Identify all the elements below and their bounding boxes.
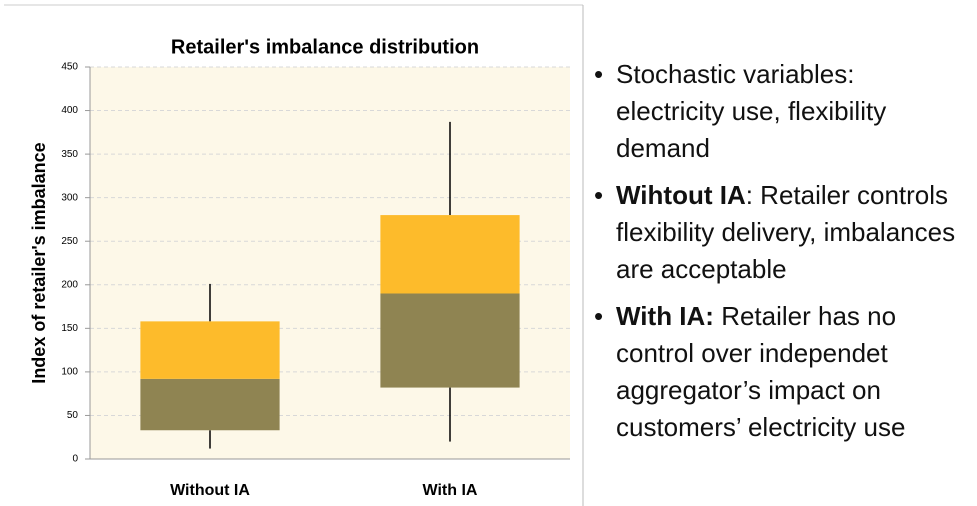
y-axis-label: Index of retailer's imbalance [29, 142, 49, 383]
y-tick-label: 450 [61, 62, 78, 73]
bullet: Wihtout IA: Retailer controls flexibilit… [592, 177, 970, 288]
bullet-list: Stochastic variables: electricity use, f… [592, 56, 970, 456]
box-lower [140, 378, 280, 431]
x-tick-label: Without IA [170, 482, 250, 499]
y-tick-label: 0 [72, 454, 78, 465]
y-tick-label: 50 [67, 410, 79, 421]
y-tick-label: 100 [61, 367, 78, 378]
y-tick-label: 250 [61, 236, 78, 247]
chart-title: Retailer's imbalance distribution [171, 36, 479, 58]
y-tick-label: 300 [61, 192, 78, 203]
bullet-bold: With IA: [616, 301, 714, 331]
box-upper [380, 215, 520, 294]
y-tick-label: 400 [61, 105, 78, 116]
bullet-text: Stochastic variables: electricity use, f… [616, 59, 887, 163]
bullet-text: Retailer has no control over independet … [616, 301, 906, 442]
bullet-text: : Retailer controls flexibility delivery… [616, 180, 956, 284]
y-tick-label: 200 [61, 279, 78, 290]
x-tick-label: With IA [423, 482, 478, 499]
y-tick-label: 350 [61, 149, 78, 160]
box-upper [140, 321, 280, 379]
box-lower [380, 293, 520, 388]
bullet: With IA: Retailer has no control over in… [592, 298, 970, 446]
bullet-bold: Wihtout IA [616, 180, 746, 210]
y-tick-label: 150 [61, 323, 78, 334]
bullet: Stochastic variables: electricity use, f… [592, 56, 970, 167]
